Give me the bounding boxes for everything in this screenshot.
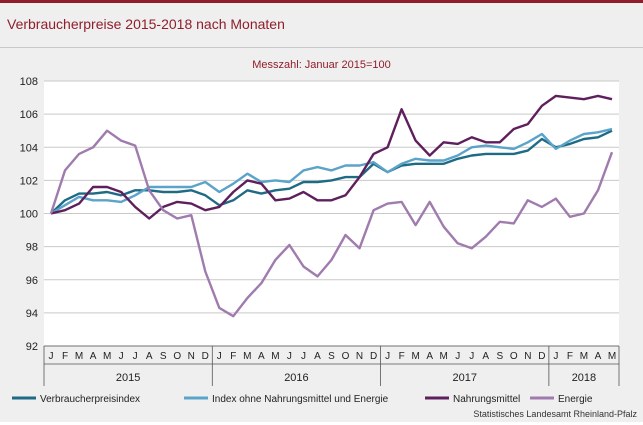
year-label: 2017 <box>452 372 476 384</box>
title-divider <box>0 47 643 48</box>
chart-subtitle: Messzahl: Januar 2015=100 <box>252 59 391 71</box>
x-tick-label: N <box>188 351 195 362</box>
x-tick-label: A <box>595 351 602 362</box>
x-tick-label: J <box>133 351 138 362</box>
x-tick-label: A <box>426 351 433 362</box>
x-tick-label: J <box>301 351 306 362</box>
page-title: Verbraucherpreise 2015-2018 nach Monaten <box>7 16 285 32</box>
legend-label: Verbraucherpreisindex <box>40 394 140 405</box>
x-tick-label: M <box>608 351 616 362</box>
x-tick-label: M <box>580 351 588 362</box>
x-tick-label: N <box>356 351 363 362</box>
y-tick-label: 98 <box>26 242 38 254</box>
x-tick-label: O <box>510 351 518 362</box>
x-tick-label: M <box>75 351 83 362</box>
x-tick-label: S <box>160 351 167 362</box>
series-line-3 <box>50 94 613 220</box>
x-tick-label: F <box>399 351 405 362</box>
x-tick-label: D <box>538 351 545 362</box>
y-tick-label: 106 <box>20 109 38 121</box>
x-tick-label: J <box>553 351 558 362</box>
x-tick-label: A <box>258 351 265 362</box>
y-tick-label: 102 <box>20 175 38 187</box>
series-line-4 <box>49 129 614 318</box>
x-tick-label: F <box>62 351 68 362</box>
x-tick-label: A <box>146 351 153 362</box>
year-label: 2016 <box>284 372 308 384</box>
x-tick-label: M <box>103 351 111 362</box>
y-tick-label: 104 <box>20 142 38 154</box>
x-tick-label: A <box>314 351 321 362</box>
y-tick-label: 92 <box>26 341 38 353</box>
x-tick-label: A <box>482 351 489 362</box>
x-tick-label: J <box>119 351 124 362</box>
x-tick-label: O <box>342 351 350 362</box>
y-tick-label: 100 <box>20 209 38 221</box>
x-tick-label: J <box>287 351 292 362</box>
x-tick-label: J <box>385 351 390 362</box>
x-tick-label: D <box>202 351 209 362</box>
x-tick-label: M <box>440 351 448 362</box>
x-tick-label: D <box>370 351 377 362</box>
year-label: 2015 <box>116 372 140 384</box>
x-tick-label: F <box>230 351 236 362</box>
year-label: 2018 <box>572 372 596 384</box>
y-tick-label: 96 <box>26 275 38 287</box>
x-tick-label: S <box>328 351 335 362</box>
y-tick-label: 94 <box>26 308 38 320</box>
legend-label: Index ohne Nahrungsmittel und Energie <box>212 394 389 405</box>
source-credit: Statistisches Landesamt Rheinland-Pfalz <box>473 409 637 419</box>
x-tick-label: S <box>496 351 503 362</box>
legend-label: Energie <box>558 394 593 405</box>
x-tick-label: M <box>243 351 251 362</box>
x-tick-label: J <box>217 351 222 362</box>
x-tick-label: J <box>469 351 474 362</box>
x-tick-label: N <box>524 351 531 362</box>
x-tick-label: O <box>173 351 181 362</box>
legend-label: Nahrungsmittel <box>453 394 520 405</box>
x-tick-label: A <box>90 351 97 362</box>
x-tick-label: M <box>271 351 279 362</box>
x-tick-label: J <box>455 351 460 362</box>
y-tick-label: 108 <box>20 76 38 88</box>
series-line-2 <box>50 127 613 215</box>
x-tick-label: M <box>411 351 419 362</box>
x-tick-label: F <box>567 351 573 362</box>
x-tick-label: J <box>49 351 54 362</box>
